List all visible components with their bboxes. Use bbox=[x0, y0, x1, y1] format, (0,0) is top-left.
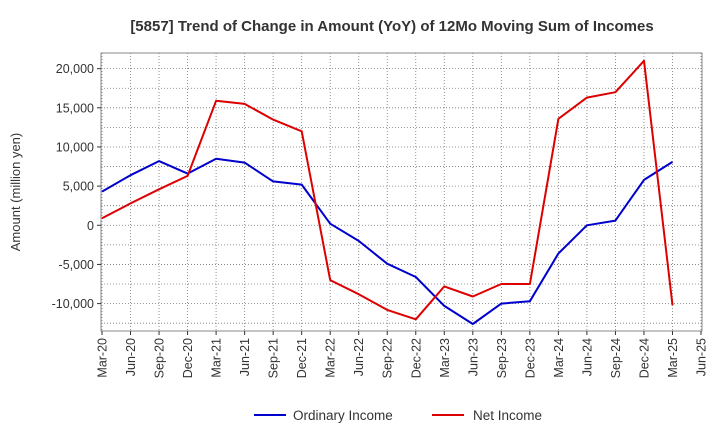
x-tick-label: Mar-21 bbox=[210, 338, 224, 378]
x-tick-label: Dec-21 bbox=[295, 338, 309, 378]
y-tick-label: 5,000 bbox=[63, 180, 94, 194]
x-tick-label: Jun-25 bbox=[695, 338, 709, 376]
x-tick-label: Sep-23 bbox=[495, 338, 509, 378]
y-tick-label: -5,000 bbox=[59, 258, 94, 272]
legend-label-ordinary-income: Ordinary Income bbox=[293, 408, 393, 423]
x-tick-label: Sep-24 bbox=[609, 338, 623, 378]
series-line-ordinary-income bbox=[101, 157, 674, 325]
x-tick-label: Sep-22 bbox=[381, 338, 395, 378]
x-tick-label: Mar-23 bbox=[438, 338, 452, 378]
x-tick-label: Sep-21 bbox=[267, 338, 281, 378]
x-tick-label: Mar-25 bbox=[666, 338, 680, 378]
chart-title: [5857] Trend of Change in Amount (YoY) o… bbox=[130, 18, 653, 35]
x-tick-label: Dec-23 bbox=[523, 338, 537, 378]
y-axis-label: Amount (million yen) bbox=[8, 133, 23, 252]
grid bbox=[101, 53, 702, 331]
x-tick-label: Jun-23 bbox=[466, 338, 480, 376]
y-axis-ticks: -10,000 -5,000 0 5,000 10,000 15,000 20,000 bbox=[52, 62, 101, 311]
x-tick-label: Jun-22 bbox=[352, 338, 366, 376]
x-tick-label: Dec-22 bbox=[409, 338, 423, 378]
x-tick-label: Mar-22 bbox=[324, 338, 338, 378]
y-tick-label: 0 bbox=[87, 219, 94, 233]
plot-frame bbox=[100, 52, 703, 332]
series-lines bbox=[101, 59, 674, 325]
x-tick-label: Dec-20 bbox=[181, 338, 195, 378]
y-tick-label: 20,000 bbox=[56, 62, 94, 76]
y-tick-label: 15,000 bbox=[56, 101, 94, 115]
legend: Ordinary Income Net Income bbox=[254, 408, 542, 423]
legend-label-net-income: Net Income bbox=[473, 408, 542, 423]
x-tick-label: Jun-20 bbox=[124, 338, 138, 376]
y-tick-label: 10,000 bbox=[56, 140, 94, 154]
series-line-net-income bbox=[101, 59, 674, 321]
x-tick-label: Dec-24 bbox=[637, 338, 651, 378]
x-tick-label: Jun-24 bbox=[580, 338, 594, 376]
x-tick-label: Mar-24 bbox=[552, 338, 566, 378]
x-tick-label: Sep-20 bbox=[153, 338, 167, 378]
x-tick-label: Jun-21 bbox=[238, 338, 252, 376]
x-axis-ticks: Mar-20 Jun-20 Sep-20 Dec-20 Mar-21 Jun-21 Sep-… bbox=[96, 331, 709, 378]
y-tick-label: -10,000 bbox=[52, 297, 94, 311]
x-tick-label: Mar-20 bbox=[96, 338, 110, 378]
